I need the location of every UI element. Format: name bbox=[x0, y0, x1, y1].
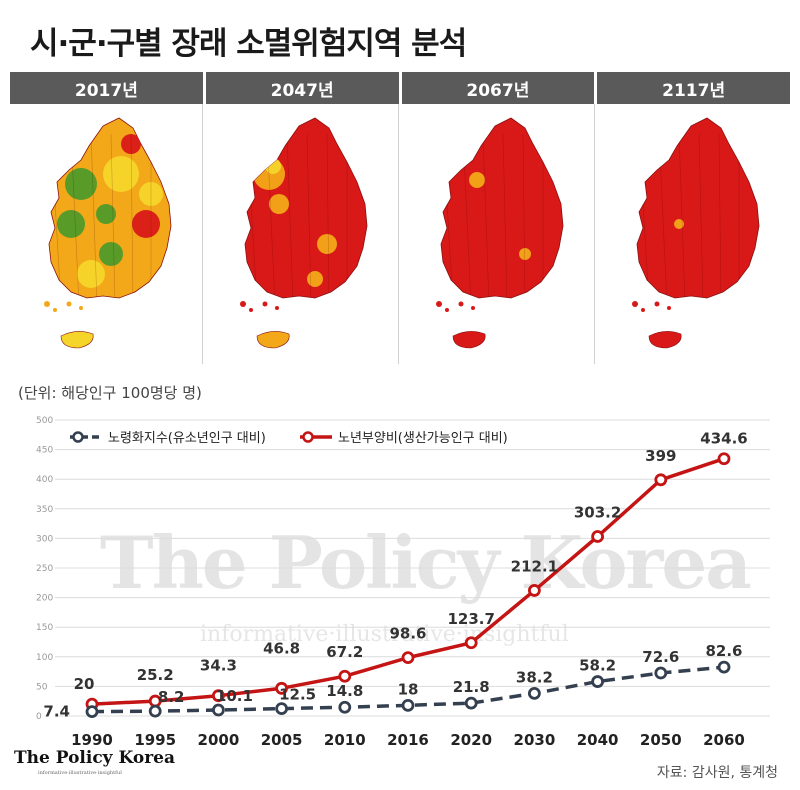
data-label: 67.2 bbox=[326, 643, 363, 661]
x-tick-label: 1990 bbox=[71, 731, 113, 749]
data-label: 18 bbox=[398, 680, 419, 698]
series-line bbox=[91, 457, 725, 706]
korea-map-2117-image bbox=[632, 117, 760, 349]
korea-map-2067-image bbox=[436, 117, 564, 349]
x-tick-label: 1995 bbox=[134, 731, 176, 749]
data-label: 82.6 bbox=[705, 642, 742, 660]
y-tick-label: 450 bbox=[36, 446, 53, 456]
series-line bbox=[91, 665, 725, 714]
brand-logo: The Policy Korea bbox=[14, 748, 176, 768]
data-label: 58.2 bbox=[579, 657, 616, 675]
data-label: 46.8 bbox=[263, 639, 300, 657]
data-label: 399 bbox=[645, 447, 676, 465]
map-2017 bbox=[10, 104, 203, 364]
data-label: 25.2 bbox=[137, 666, 174, 684]
x-tick-label: 2030 bbox=[514, 731, 556, 749]
line-chart: 0 50 100 150 200 250 300 350 400 450 500 1990 1995 20… bbox=[36, 416, 770, 749]
data-point bbox=[591, 530, 604, 543]
y-tick-label: 200 bbox=[36, 594, 53, 604]
x-tick-label: 2050 bbox=[640, 731, 682, 749]
korea-map-2017-image bbox=[44, 117, 172, 349]
map-year-2047: 2047년 bbox=[205, 72, 399, 104]
source-note: 자료: 감사원, 통계청 bbox=[656, 765, 778, 781]
data-label: 123.7 bbox=[447, 610, 494, 628]
data-point bbox=[717, 660, 731, 674]
y-tick-label: 50 bbox=[36, 682, 48, 692]
legend-marker bbox=[302, 431, 314, 443]
chart-legend: 노령화지수(유소년인구 대비) 노년부양비(생산가능인구 대비) bbox=[70, 431, 508, 446]
data-point bbox=[528, 584, 541, 597]
y-tick-label: 150 bbox=[36, 623, 53, 633]
map-year-header: 2017년 2047년 2067년 2117년 bbox=[10, 72, 790, 104]
data-label: 34.3 bbox=[200, 657, 237, 675]
watermark: The Policy Korea bbox=[100, 520, 752, 605]
x-tick-label: 2005 bbox=[261, 731, 303, 749]
data-point bbox=[528, 686, 541, 700]
data-point bbox=[654, 666, 668, 680]
x-tick-label: 2040 bbox=[577, 731, 619, 749]
legend-label: 노령화지수(유소년인구 대비) bbox=[108, 431, 266, 446]
korea-map-2047-image bbox=[240, 117, 368, 349]
data-label: 14.8 bbox=[326, 682, 363, 700]
data-point bbox=[654, 473, 668, 487]
data-label: 7.4 bbox=[43, 703, 70, 721]
data-point bbox=[591, 675, 604, 688]
data-label: 434.6 bbox=[700, 430, 747, 448]
data-point bbox=[338, 700, 352, 714]
data-point bbox=[275, 681, 289, 695]
brand-tagline: informative·illustrative·insightful bbox=[38, 770, 122, 776]
data-label: 21.8 bbox=[453, 678, 490, 696]
x-tick-label: 2016 bbox=[387, 731, 429, 749]
data-point bbox=[401, 698, 415, 712]
data-point bbox=[148, 704, 162, 718]
data-point bbox=[338, 669, 352, 683]
y-tick-label: 250 bbox=[36, 564, 53, 574]
data-point bbox=[275, 702, 289, 716]
data-label: 72.6 bbox=[642, 648, 679, 666]
y-tick-label: 350 bbox=[36, 505, 53, 515]
map-2047 bbox=[206, 104, 399, 364]
data-point bbox=[464, 636, 478, 650]
map-2067 bbox=[402, 104, 595, 364]
y-tick-label: 0 bbox=[36, 712, 42, 722]
map-year-2017: 2017년 bbox=[10, 72, 203, 104]
data-point bbox=[717, 452, 731, 466]
y-tick-label: 300 bbox=[36, 534, 53, 544]
data-label: 10.1 bbox=[216, 687, 253, 705]
x-tick-label: 2020 bbox=[450, 731, 492, 749]
y-tick-label: 100 bbox=[36, 653, 53, 663]
map-year-2067: 2067년 bbox=[401, 72, 595, 104]
data-point bbox=[401, 651, 415, 665]
data-point bbox=[85, 705, 99, 719]
data-label: 212.1 bbox=[511, 557, 558, 575]
data-label: 303.2 bbox=[574, 504, 621, 522]
data-point bbox=[211, 689, 225, 703]
legend-marker bbox=[72, 431, 84, 443]
x-tick-label: 2010 bbox=[324, 731, 366, 749]
data-label: 38.2 bbox=[516, 668, 553, 686]
legend-label: 노년부양비(생산가능인구 대비) bbox=[338, 431, 508, 446]
y-tick-label: 400 bbox=[36, 475, 53, 485]
data-label: 8.2 bbox=[158, 688, 185, 706]
page-title: 시·군·구별 장래 소멸위험지역 분석 bbox=[30, 26, 467, 62]
data-point bbox=[464, 696, 478, 710]
map-year-2117: 2117년 bbox=[597, 72, 790, 104]
map-2117 bbox=[598, 104, 790, 364]
data-label: 98.6 bbox=[389, 625, 426, 643]
y-tick-label: 500 bbox=[36, 416, 53, 426]
data-label: 12.5 bbox=[279, 686, 316, 704]
data-point bbox=[211, 703, 225, 717]
data-label: 20 bbox=[74, 675, 95, 693]
watermark-tagline: informative·illustrative·insightful bbox=[200, 622, 569, 647]
x-tick-label: 2060 bbox=[703, 731, 745, 749]
x-tick-label: 2000 bbox=[198, 731, 240, 749]
unit-label: (단위: 해당인구 100명당 명) bbox=[18, 384, 202, 402]
korea-maps bbox=[10, 104, 790, 364]
